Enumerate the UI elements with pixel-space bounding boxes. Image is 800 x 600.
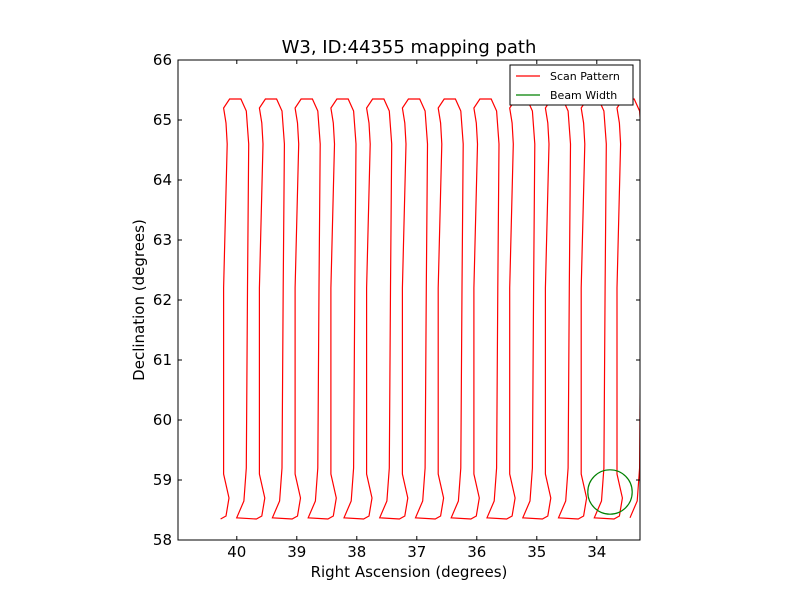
- y-tick-label: 64: [153, 171, 172, 189]
- y-axis-label: Declination (degrees): [130, 219, 148, 381]
- x-tick-label: 34: [587, 543, 606, 561]
- y-tick-label: 61: [153, 351, 172, 369]
- x-tick-label: 39: [287, 543, 306, 561]
- chart-title: W3, ID:44355 mapping path: [282, 37, 537, 58]
- y-tick-label: 59: [153, 471, 172, 489]
- y-tick-label: 65: [153, 111, 172, 129]
- y-tick-label: 60: [153, 411, 172, 429]
- x-axis-label: Right Ascension (degrees): [311, 563, 508, 581]
- x-tick-label: 38: [347, 543, 366, 561]
- y-tick-label: 66: [153, 51, 172, 69]
- x-tick-label: 35: [527, 543, 546, 561]
- plot-area: [178, 60, 640, 540]
- beam-width-circle: [587, 469, 633, 515]
- legend: Scan Pattern Beam Width: [509, 64, 634, 106]
- legend-label-scan-pattern: Scan Pattern: [550, 70, 620, 83]
- x-tick-label: 36: [467, 543, 486, 561]
- y-tick-label: 58: [153, 531, 172, 549]
- x-tick-label: 37: [407, 543, 426, 561]
- scan-pattern-line: [220, 98, 640, 520]
- y-tick-label: 63: [153, 231, 172, 249]
- legend-label-beam-width: Beam Width: [550, 89, 617, 102]
- x-tick-label: 40: [227, 543, 246, 561]
- y-tick-label: 62: [153, 291, 172, 309]
- legend-box: [509, 64, 634, 106]
